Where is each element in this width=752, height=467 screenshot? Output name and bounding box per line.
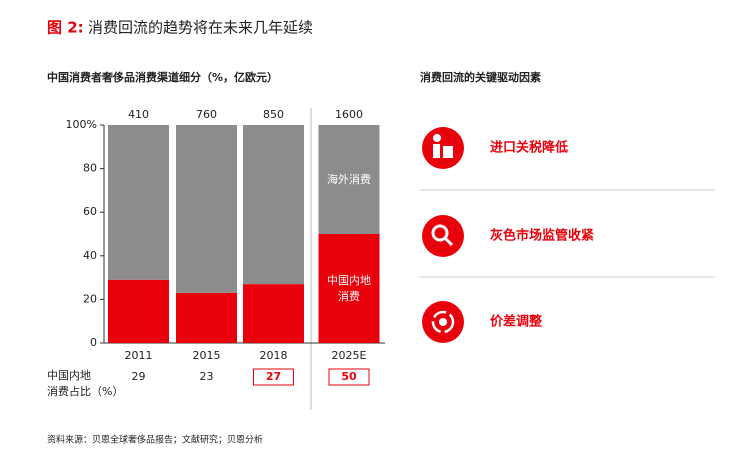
driver: 价差调整 — [490, 314, 543, 330]
bar-segment — [243, 125, 304, 285]
x-tick-label: 2018 — [260, 349, 288, 362]
series-label: 海外消费 — [327, 172, 371, 186]
share-label: 27 — [266, 370, 281, 383]
share-label: 50 — [341, 370, 357, 383]
bar-segment — [318, 125, 380, 234]
y-tick-label: 80 — [83, 162, 97, 175]
total-label: 850 — [263, 108, 284, 121]
bar-segment — [243, 284, 304, 343]
row-label: 中国内地 消费占比（%） — [47, 369, 124, 398]
bar-segment — [108, 125, 169, 280]
share-label: 29 — [132, 370, 146, 383]
source: 资料来源：贝恩全球奢侈品报告；文献研究；贝恩分析 — [47, 434, 263, 446]
share-label: 23 — [200, 370, 214, 383]
driver: 进口关税降低 — [490, 140, 568, 156]
icon-tariff — [422, 127, 464, 169]
y-tick-label: 0 — [90, 336, 97, 349]
figure-label: 图 2: — [47, 19, 84, 37]
drivers-title: 消费回流的关键驱动因素 — [420, 70, 541, 84]
icon-search — [422, 215, 464, 257]
chart-subtitle: 中国消费者奢侈品消费渠道细分（%，亿欧元） — [47, 70, 278, 84]
total-label: 410 — [128, 108, 149, 121]
y-tick-label: 20 — [83, 292, 97, 305]
x-tick-label: 2015 — [193, 349, 221, 362]
driver: 灰色市场监管收紧 — [490, 228, 594, 244]
y-tick-label: 60 — [83, 205, 97, 218]
y-tick-label: 40 — [83, 249, 97, 262]
series-label: 中国内地消费 — [327, 273, 371, 303]
bar-segment — [176, 125, 237, 293]
title: 消费回流的趋势将在未来几年延续 — [88, 19, 313, 37]
x-tick-label: 2011 — [125, 349, 153, 362]
bar-segment — [318, 234, 380, 343]
highlight-box — [253, 368, 294, 386]
y-tick-label: 100% — [66, 118, 97, 131]
icon-price — [422, 301, 464, 343]
highlight-box — [328, 368, 370, 386]
x-tick-label: 2025E — [332, 349, 367, 362]
total-label: 1600 — [335, 108, 363, 121]
bar-segment — [108, 279, 169, 343]
bar-segment — [176, 292, 237, 343]
total-label: 760 — [196, 108, 217, 121]
